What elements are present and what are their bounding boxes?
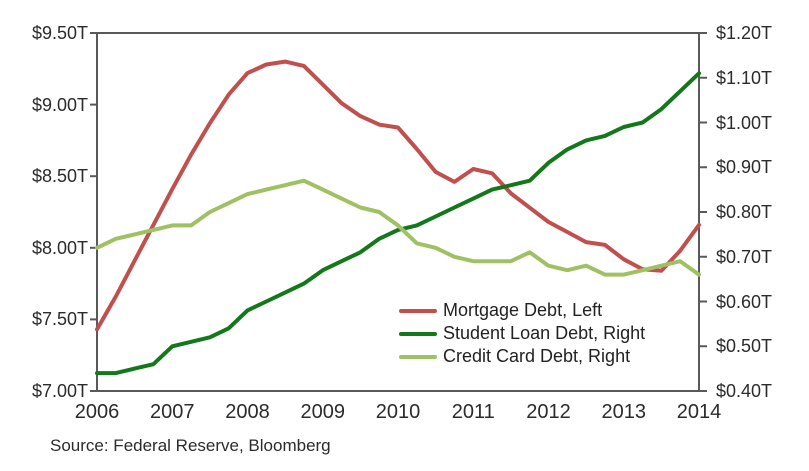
right-axis-tick-label: $1.00T [716, 112, 773, 133]
x-axis-tick-label: 2012 [526, 401, 571, 423]
legend-label-credit-card: Credit Card Debt, Right [443, 346, 631, 366]
left-axis-tick-label: $8.50T [31, 166, 88, 187]
x-axis-tick-label: 2010 [375, 401, 421, 423]
x-axis-tick-label: 2006 [74, 401, 120, 423]
left-axis-tick-label: $8.00T [31, 237, 88, 258]
x-axis-tick-label: 2009 [300, 401, 346, 423]
left-axis-tick-label: $7.00T [31, 381, 88, 401]
x-axis-tick-label: 2008 [225, 401, 270, 423]
legend-item-credit-card: Credit Card Debt, Right [399, 345, 645, 368]
right-axis-tick-label: $1.10T [716, 67, 773, 88]
right-axis-tick-label: $0.60T [716, 291, 773, 312]
left-axis-tick-label: $9.50T [31, 23, 88, 43]
right-axis-tick-label: $0.50T [716, 336, 773, 357]
right-axis-tick-label: $0.80T [716, 202, 773, 222]
mortgage-debt-line [95, 59, 701, 332]
left-axis-tick-label: $9.00T [31, 94, 88, 115]
student-loan-line-swatch-icon [399, 331, 437, 336]
right-axis-tick-label: $1.20T [716, 23, 773, 43]
legend-label-mortgage: Mortgage Debt, Left [443, 300, 603, 320]
mortgage-line-swatch-icon [399, 308, 437, 313]
x-axis-tick-label: 2014 [676, 401, 722, 423]
credit-card-debt-line [95, 178, 701, 277]
legend: Mortgage Debt, Left Student Loan Debt, R… [399, 299, 645, 368]
x-axis-tick-label: 2011 [451, 401, 495, 423]
legend-item-mortgage: Mortgage Debt, Left [399, 299, 645, 322]
student-loan-debt-line [95, 71, 701, 376]
legend-label-student-loan: Student Loan Debt, Right [443, 323, 646, 343]
legend-item-student-loan: Student Loan Debt, Right [399, 322, 645, 345]
source-note: Source: Federal Reserve, Bloomberg [50, 436, 331, 455]
right-axis-tick-label: $0.90T [716, 157, 773, 178]
right-axis-tick-label: $0.70T [716, 246, 773, 267]
credit-card-line-swatch-icon [399, 354, 437, 359]
series-lines [95, 59, 701, 376]
right-axis-tick-label: $0.40T [716, 381, 773, 401]
left-axis-tick-label: $7.50T [31, 309, 88, 330]
x-axis-tick-label: 2013 [601, 401, 647, 423]
x-axis-tick-label: 2007 [150, 401, 195, 423]
